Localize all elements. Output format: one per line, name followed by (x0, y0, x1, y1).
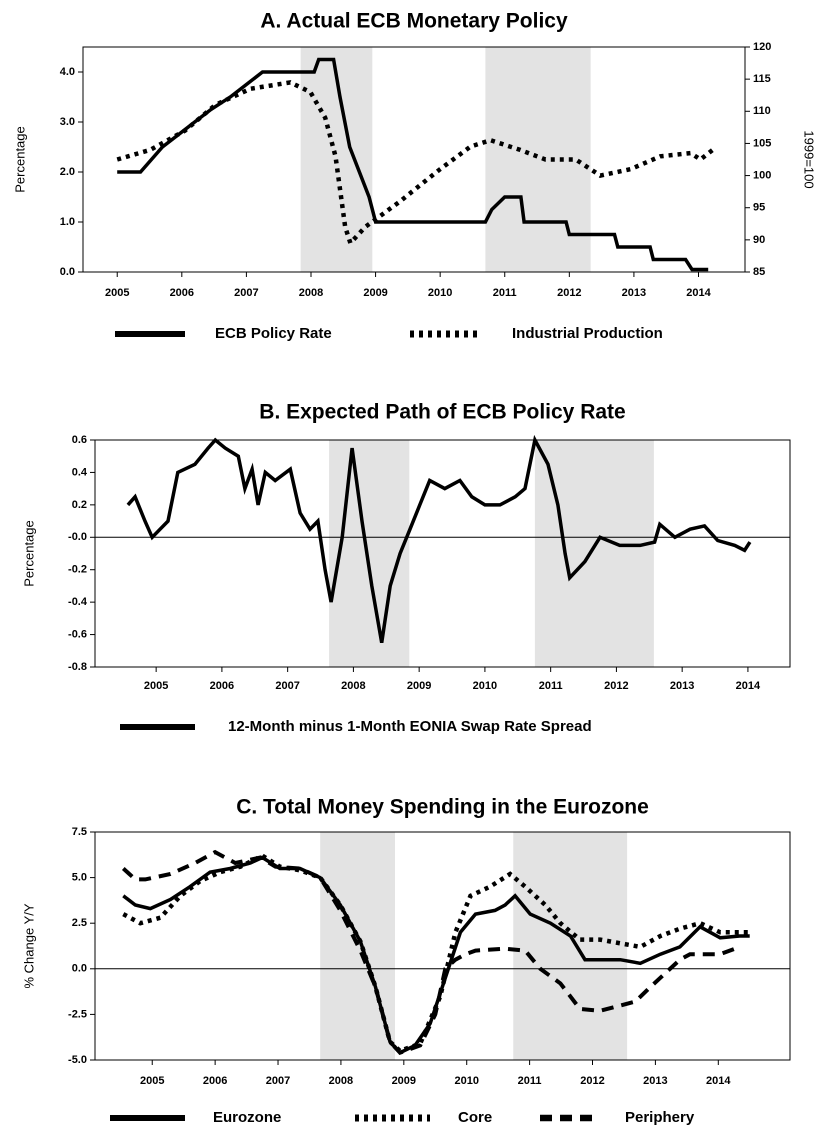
legend-label: ECB Policy Rate (215, 325, 332, 342)
x-tick-label: 2007 (234, 287, 258, 299)
x-tick-label: 2005 (140, 1075, 164, 1087)
shaded-period (329, 440, 410, 667)
plot-frame (94, 831, 791, 1061)
x-tick-label: 2011 (493, 287, 517, 299)
y-tick-label: 2.5 (72, 917, 87, 929)
x-tick-label: 2005 (144, 680, 168, 692)
shaded-period (320, 832, 396, 1060)
y2-tick-label: 95 (753, 202, 765, 214)
x-tick-label: 2011 (518, 1075, 542, 1087)
x-tick-label: 2010 (473, 680, 497, 692)
y2-tick-label: 115 (753, 73, 771, 85)
x-tick-label: 2007 (275, 680, 299, 692)
y-tick-label: -0.0 (68, 531, 87, 543)
x-tick-label: 2014 (736, 680, 761, 692)
x-tick-label: 2014 (686, 287, 711, 299)
y-tick-label: 7.5 (72, 826, 87, 838)
y-tick-label: -2.5 (68, 1008, 87, 1020)
x-tick-label: 2011 (539, 680, 563, 692)
shaded-period (513, 832, 628, 1060)
y-tick-label: 0.0 (60, 266, 75, 278)
series-line (116, 80, 715, 248)
y-tick-label: -0.6 (68, 628, 87, 640)
legend-label: Periphery (625, 1109, 695, 1126)
y-tick-label: 0.4 (72, 466, 88, 478)
y-tick-label: 5.0 (72, 872, 87, 884)
x-tick-label: 2012 (604, 680, 628, 692)
y-tick-label: 2.0 (60, 166, 75, 178)
shaded-period (534, 440, 654, 667)
plot-frame (94, 439, 791, 668)
y-tick-label: 3.0 (60, 116, 75, 128)
series-line (122, 855, 750, 1055)
y-axis-label: Percentage (12, 126, 27, 193)
chart-title: B. Expected Path of ECB Policy Rate (259, 401, 625, 424)
y2-axis-label: 1999=100 (802, 130, 817, 188)
x-tick-label: 2009 (363, 287, 387, 299)
plot-frame (82, 46, 746, 273)
y2-tick-label: 110 (753, 105, 771, 117)
legend-label: Core (458, 1109, 492, 1126)
y-tick-label: -5.0 (68, 1054, 87, 1066)
x-tick-label: 2010 (428, 287, 452, 299)
legend-label: 12-Month minus 1-Month EONIA Swap Rate S… (228, 718, 592, 735)
y-tick-label: 1.0 (60, 216, 75, 228)
x-tick-label: 2014 (706, 1075, 731, 1087)
x-tick-label: 2006 (170, 287, 194, 299)
x-tick-label: 2010 (454, 1075, 478, 1087)
y-tick-label: 0.2 (72, 499, 87, 511)
y-axis-label: % Change Y/Y (21, 903, 36, 988)
legend-label: Industrial Production (512, 325, 663, 342)
x-tick-label: 2009 (392, 1075, 416, 1087)
y2-tick-label: 85 (753, 266, 765, 278)
x-tick-label: 2013 (670, 680, 694, 692)
x-tick-label: 2013 (622, 287, 646, 299)
y-tick-label: 4.0 (60, 66, 75, 78)
x-tick-label: 2012 (557, 287, 581, 299)
y-tick-label: 0.6 (72, 434, 87, 446)
chart-title: C. Total Money Spending in the Eurozone (236, 796, 649, 819)
series-line (126, 434, 752, 644)
y2-tick-label: 90 (753, 234, 765, 246)
legend-label: Eurozone (213, 1109, 281, 1126)
y-tick-label: 0.0 (72, 963, 87, 975)
series-line (121, 849, 741, 1056)
x-tick-label: 2008 (329, 1075, 353, 1087)
x-tick-label: 2012 (580, 1075, 604, 1087)
x-tick-label: 2007 (266, 1075, 290, 1087)
x-tick-label: 2006 (203, 1075, 227, 1087)
y-tick-label: -0.2 (68, 564, 87, 576)
x-tick-label: 2008 (341, 680, 365, 692)
chart-title: A. Actual ECB Monetary Policy (260, 10, 568, 33)
y2-tick-label: 100 (753, 169, 771, 181)
x-tick-label: 2013 (643, 1075, 667, 1087)
x-tick-label: 2005 (105, 287, 129, 299)
y2-tick-label: 120 (753, 41, 771, 53)
y-tick-label: -0.4 (68, 596, 88, 608)
x-tick-label: 2006 (210, 680, 234, 692)
series-line (122, 853, 750, 1054)
shaded-period (485, 47, 591, 272)
y2-tick-label: 105 (753, 137, 771, 149)
x-tick-label: 2009 (407, 680, 431, 692)
series-line (117, 57, 709, 272)
x-tick-label: 2008 (299, 287, 323, 299)
y-tick-label: -0.8 (68, 661, 87, 673)
y-axis-label: Percentage (21, 520, 36, 587)
